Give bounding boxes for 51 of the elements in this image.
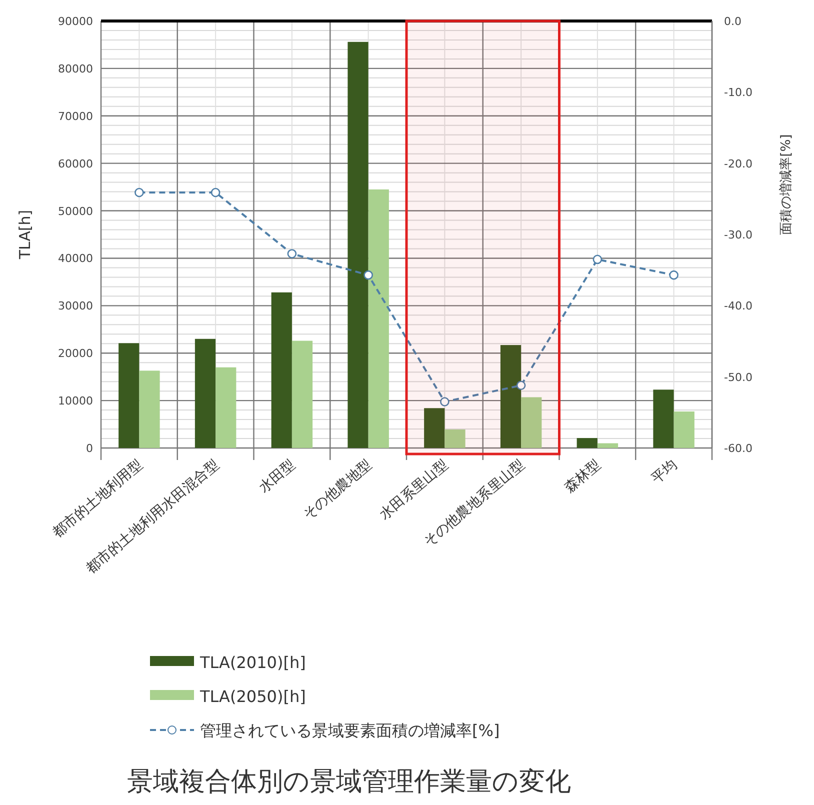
y-axis-title: TLA[h] <box>16 210 34 260</box>
bar <box>576 438 598 448</box>
point <box>440 397 450 406</box>
bar <box>271 292 292 448</box>
y2-tick-label: -30.0 <box>724 228 752 242</box>
y-tick-label: 10000 <box>58 394 93 408</box>
y-tick-label: 70000 <box>58 110 93 123</box>
legend-label: TLA(2010)[h] <box>199 653 306 672</box>
x-tick-label: 平均 <box>648 456 680 488</box>
y-tick-label: 30000 <box>58 300 93 313</box>
bar <box>424 408 445 448</box>
bar <box>139 370 160 448</box>
y2-axis-title: 面積の増減率[%] <box>778 134 794 235</box>
y2-tick-label: -40.0 <box>724 300 752 313</box>
x-tick-label: 森林型 <box>562 456 604 496</box>
bar <box>444 429 466 448</box>
y-tick-label: 90000 <box>58 15 93 28</box>
y2-tick-label: 0.0 <box>724 15 742 28</box>
bar <box>368 189 389 448</box>
point <box>516 380 526 390</box>
point <box>134 188 144 198</box>
y-tick-label: 20000 <box>58 347 93 360</box>
point <box>592 254 602 264</box>
bar <box>521 397 542 448</box>
y-tick-label: 50000 <box>58 204 93 218</box>
legend-label: 管理されている景域要素面積の増減率[%] <box>200 721 500 740</box>
point <box>669 270 678 280</box>
y-tick-label: 40000 <box>58 252 93 266</box>
point <box>287 249 297 258</box>
bar <box>500 345 522 448</box>
bar <box>348 42 368 448</box>
text: 景域複合体別の景域管理作業量の変化 <box>127 767 571 797</box>
y-tick-label: 80000 <box>58 62 93 76</box>
y2-tick-label: -20.0 <box>724 157 752 170</box>
y-tick-label: 60000 <box>58 157 93 170</box>
bar <box>674 411 694 448</box>
bar <box>653 390 674 448</box>
x-tick-label: 水田型 <box>256 456 299 496</box>
bar <box>292 340 313 448</box>
y2-tick-label: -60.0 <box>724 442 752 455</box>
bar <box>118 343 140 448</box>
x-tick-label: その他農地型 <box>300 456 375 524</box>
bar <box>597 443 618 448</box>
y2-tick-label: -10.0 <box>724 86 752 100</box>
bar <box>194 338 216 448</box>
legend-label: TLA(2050)[h] <box>199 687 306 706</box>
point <box>210 188 220 198</box>
bar <box>216 367 236 448</box>
y-tick-label: 0 <box>86 442 93 455</box>
point <box>364 270 373 280</box>
y2-tick-label: -50.0 <box>724 370 752 384</box>
